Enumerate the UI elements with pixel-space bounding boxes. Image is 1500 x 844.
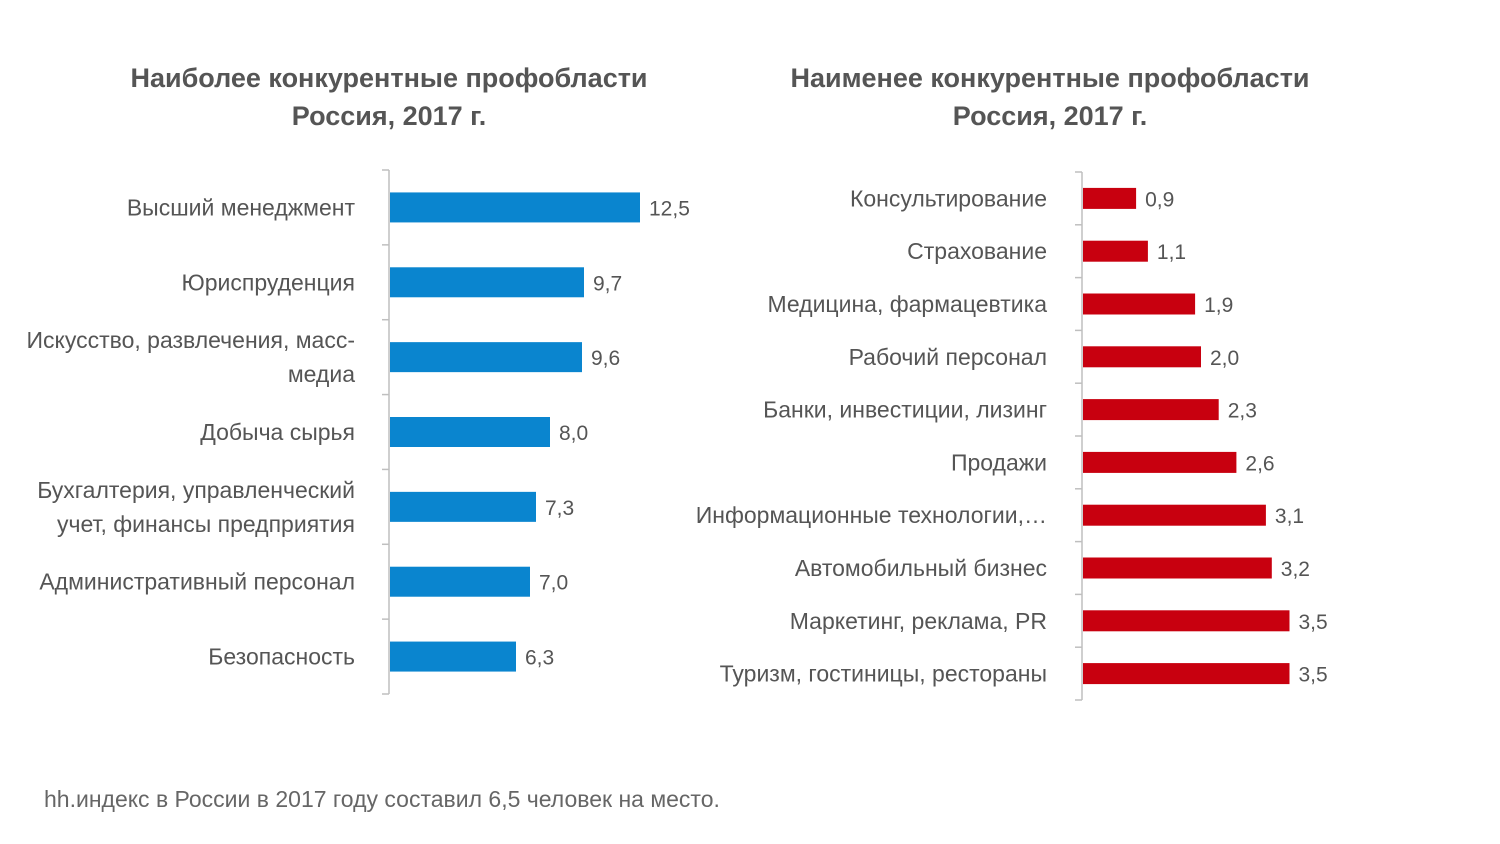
chart-2-bar (1083, 663, 1290, 685)
footnote: hh.индекс в России в 2017 году составил … (44, 786, 720, 812)
chart-1-value-label: 9,6 (591, 347, 620, 370)
chart-2-value-label: 2,3 (1228, 400, 1257, 423)
chart-1-category-label: учет, финансы предприятия (57, 511, 355, 537)
chart-1-category-label: медиа (288, 361, 355, 387)
chart-2-bar (1083, 451, 1237, 473)
chart-1-bar (390, 342, 582, 373)
chart-2-category-label: Банки, инвестиции, лизинг (763, 397, 1047, 423)
chart-1-value-label: 7,3 (545, 497, 574, 520)
chart-2-bar (1083, 557, 1272, 579)
chart-2-title-line-2: Россия, 2017 г. (953, 101, 1147, 131)
chart-2-value-label: 3,1 (1275, 505, 1304, 528)
chart-2-value-label: 2,6 (1245, 452, 1274, 475)
chart-2-value-label: 1,9 (1204, 294, 1233, 317)
chart-2-bar (1083, 346, 1201, 368)
chart-1: Наиболее конкурентные профобласти Россия,… (27, 63, 690, 695)
chart-2-value-label: 3,5 (1299, 611, 1328, 634)
chart-1-category-label: Безопасность (208, 644, 355, 670)
chart-1-category-label: Административный персонал (39, 569, 355, 595)
chart-2-bar (1083, 504, 1266, 526)
chart-2-value-label: 1,1 (1157, 241, 1186, 264)
chart-1-value-label: 9,7 (593, 272, 622, 295)
chart-1-title-line-1: Наиболее конкурентные профобласти (130, 63, 647, 93)
chart-2-category-label: Медицина, фармацевтика (767, 291, 1047, 317)
chart-2-bar (1083, 399, 1219, 421)
chart-2-category-label: Туризм, гостиницы, рестораны (720, 661, 1047, 687)
chart-1-category-label: Высший менеджмент (127, 194, 356, 220)
chart-2-value-label: 3,5 (1299, 664, 1328, 687)
chart-1-bar (390, 566, 530, 597)
chart-2-value-label: 2,0 (1210, 347, 1239, 370)
chart-2-category-label: Информационные технологии,… (696, 502, 1047, 528)
chart-1-value-label: 8,0 (559, 422, 588, 445)
chart-2-category-label: Рабочий персонал (849, 344, 1047, 370)
chart-1-category-label: Искусство, развлечения, масс- (27, 327, 356, 353)
chart-1-bar (390, 491, 536, 522)
chart-2-bar (1083, 240, 1148, 262)
chart-2-category-label: Продажи (951, 449, 1047, 475)
chart-2-title-line-1: Наименее конкурентные профобласти (790, 63, 1309, 93)
chart-2-category-label: Автомобильный бизнес (795, 555, 1047, 581)
chart-1-value-label: 6,3 (525, 647, 554, 670)
chart-1-bar (390, 267, 584, 298)
chart-2-category-label: Маркетинг, реклама, PR (790, 608, 1047, 634)
chart-1-bar (390, 192, 640, 223)
chart-2-bar (1083, 293, 1196, 315)
chart-2-category-label: Консультирование (850, 185, 1047, 211)
chart-1-category-label: Бухгалтерия, управленческий (37, 477, 355, 503)
chart-1-bar (390, 417, 550, 447)
chart-2-bar (1083, 187, 1137, 209)
chart-1-value-label: 12,5 (649, 197, 690, 220)
chart-1-category-label: Юриспруденция (182, 269, 356, 295)
chart-2-value-label: 3,2 (1281, 558, 1310, 581)
chart-2: Наименее конкурентные профобласти Россия,… (696, 63, 1328, 701)
chart-1-category-label: Добыча сырья (200, 419, 355, 445)
chart-2-category-label: Страхование (907, 238, 1047, 264)
chart-2-bar (1083, 610, 1290, 632)
chart-1-title-line-2: Россия, 2017 г. (292, 101, 486, 131)
chart-1-value-label: 7,0 (539, 572, 568, 595)
chart-1-bar (390, 641, 516, 672)
chart-2-value-label: 0,9 (1145, 188, 1174, 211)
